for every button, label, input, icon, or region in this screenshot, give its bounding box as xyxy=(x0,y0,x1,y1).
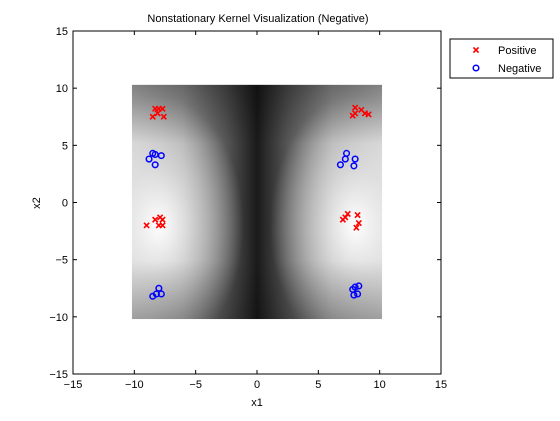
x-tick-label: 5 xyxy=(315,379,321,391)
heatmap-shade xyxy=(131,84,383,320)
legend-marker-negative xyxy=(472,64,480,72)
positive-point xyxy=(355,219,362,227)
data-points xyxy=(143,104,372,300)
y-tick-label: 5 xyxy=(62,140,68,152)
negative-point xyxy=(157,152,165,160)
negative-point xyxy=(350,162,358,170)
negative-point xyxy=(336,161,344,169)
x-tick-label: 15 xyxy=(435,379,447,391)
negative-point xyxy=(349,285,357,293)
negative-point xyxy=(149,292,157,300)
y-tick-label: −5 xyxy=(55,255,68,267)
positive-point xyxy=(354,211,361,219)
x-axis-label: x1 xyxy=(251,397,263,409)
chart-title: Nonstationary Kernel Visualization (Nega… xyxy=(147,13,368,25)
y-tick-label: −10 xyxy=(49,312,68,324)
positive-point xyxy=(152,216,159,223)
negative-point xyxy=(157,290,165,298)
y-tick-label: −15 xyxy=(49,369,68,381)
negative-point xyxy=(351,155,359,163)
negative-point xyxy=(355,282,363,290)
negative-point xyxy=(151,161,159,169)
negative-point xyxy=(354,290,362,298)
legend-label-positive: Positive xyxy=(498,45,537,57)
legend-box xyxy=(449,38,554,79)
legend: Positive Negative xyxy=(449,38,554,79)
positive-point xyxy=(339,216,347,223)
positive-point xyxy=(344,210,351,218)
y-tick-label: 10 xyxy=(56,83,68,95)
negative-point xyxy=(155,284,163,292)
positive-point xyxy=(365,111,372,118)
kernel-heatmap xyxy=(131,84,383,320)
y-axis-label: x2 xyxy=(31,197,43,209)
legend-label-negative: Negative xyxy=(498,63,541,75)
x-tick-label: 0 xyxy=(254,379,260,391)
y-tick-label: 15 xyxy=(56,26,68,38)
positive-point xyxy=(351,104,359,111)
positive-point xyxy=(160,113,167,120)
x-tick-label: −15 xyxy=(64,379,83,391)
axis-ticks: −15 −10 −5 0 5 10 15 −15 −10 −5 0 5 10 15 xyxy=(49,26,447,391)
negative-point xyxy=(145,155,153,163)
legend-marker-positive xyxy=(472,46,480,54)
positive-point xyxy=(149,113,156,120)
positive-point xyxy=(349,112,356,119)
positive-point xyxy=(156,214,164,221)
positive-point xyxy=(143,222,150,229)
positive-point xyxy=(159,105,166,112)
x-tick-label: −10 xyxy=(125,379,144,391)
negative-point xyxy=(341,155,349,163)
x-tick-label: 10 xyxy=(374,379,386,391)
x-tick-label: −5 xyxy=(189,379,202,391)
positive-point xyxy=(159,222,166,229)
positive-point xyxy=(154,110,161,117)
y-tick-label: 0 xyxy=(62,198,68,210)
positive-point xyxy=(353,224,360,231)
